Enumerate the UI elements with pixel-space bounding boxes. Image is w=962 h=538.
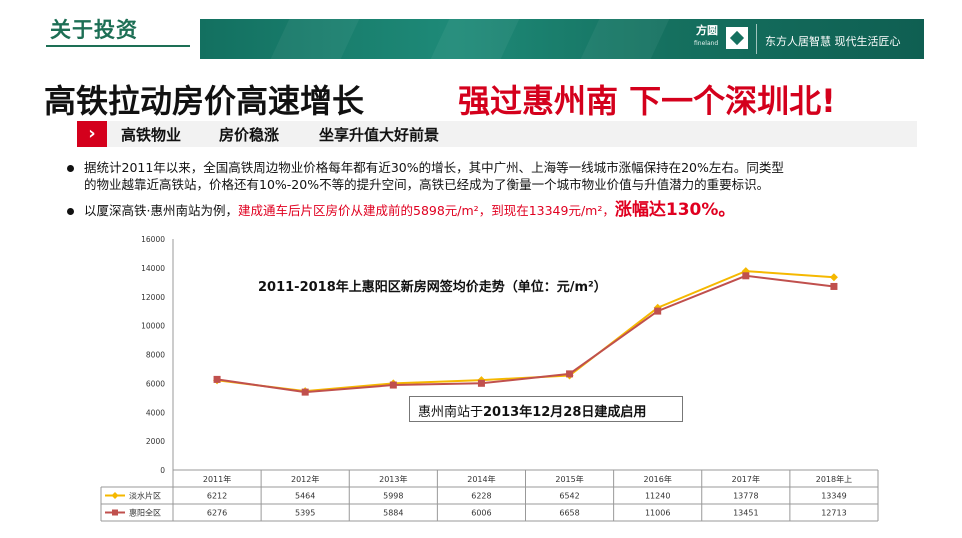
bullet-text: 以厦深高铁·惠州南站为例，建成通车后片区房价从建成前的5898元/m²，到现在1… <box>84 202 735 219</box>
chart-title: 2011-2018年上惠阳区新房网签均价走势（单位：元/m²） <box>258 280 607 295</box>
series-name: 惠阳全区 <box>129 508 161 518</box>
brand-logo-subtext: fineland <box>694 40 719 47</box>
bullet-emphasis: 涨幅达130%。 <box>614 200 736 220</box>
data-point <box>566 370 574 378</box>
legend-marker <box>111 492 119 499</box>
bullet-text-line: 据统计2011年以来，全国高铁周边物业价格每年都有近30%的增长，其中广州、上海… <box>84 160 784 175</box>
legend-marker <box>112 509 118 516</box>
data-value-cell: 5998 <box>383 492 403 501</box>
y-tick-label: 12000 <box>141 293 165 302</box>
data-value-cell: 6212 <box>207 492 227 501</box>
brand-logo-icon <box>726 27 748 49</box>
data-point <box>213 375 221 383</box>
data-value-cell: 6658 <box>559 509 579 518</box>
tag-item: 坐享升值大好前景 <box>319 126 440 144</box>
data-value-cell: 6542 <box>559 492 579 501</box>
data-point <box>830 282 838 290</box>
y-tick-label: 8000 <box>146 351 165 360</box>
brand-logo-text: 方圆 <box>696 24 718 37</box>
y-tick-label: 14000 <box>141 264 165 273</box>
data-value-cell: 6006 <box>471 509 491 518</box>
tag-item: 房价稳涨 <box>219 126 280 144</box>
annotation-date: 2013年12月28日建成启用 <box>483 405 647 420</box>
annotation-prefix: 惠州南站于 <box>418 405 484 420</box>
data-value-cell: 11240 <box>645 492 670 501</box>
x-category-label: 2013年 <box>379 474 407 484</box>
data-point <box>477 379 485 387</box>
headline-highlight: 强过惠州南 下一个深圳北! <box>458 82 836 120</box>
data-value-cell: 6276 <box>207 509 227 518</box>
data-point <box>829 273 838 282</box>
data-value-cell: 5884 <box>383 509 403 518</box>
data-value-cell: 13778 <box>733 492 758 501</box>
bullet-dot-icon <box>67 165 74 172</box>
x-category-label: 2016年 <box>644 474 672 484</box>
x-category-label: 2015年 <box>555 474 583 484</box>
data-value-cell: 5464 <box>295 492 315 501</box>
bullet-highlight: 建成通车后片区房价从建成前的5898元/m²，到现在13349元/m²， <box>237 203 615 218</box>
data-value-cell: 6228 <box>471 492 491 501</box>
series-name: 淡水片区 <box>129 491 161 501</box>
tag-item: 高铁物业 <box>121 126 182 144</box>
y-tick-label: 0 <box>160 466 165 475</box>
x-category-label: 2012年 <box>291 474 319 484</box>
headline: 高铁拉动房价高速增长 <box>44 82 365 120</box>
logo-divider <box>756 24 757 54</box>
data-value-cell: 11006 <box>645 509 670 518</box>
data-point <box>389 381 397 389</box>
data-point <box>654 307 662 315</box>
section-underline <box>46 45 190 47</box>
x-category-label: 2014年 <box>467 474 495 484</box>
chevron-right-icon: › <box>77 121 107 147</box>
brand-banner <box>200 19 924 59</box>
bullet-dot-icon <box>67 208 74 215</box>
series-line <box>216 274 835 394</box>
bullet-prefix: 以厦深高铁·惠州南站为例， <box>84 203 238 218</box>
annotation-box <box>409 396 683 422</box>
data-point <box>301 388 309 396</box>
brand-slogan: 东方人居智慧 现代生活匠心 <box>765 35 901 48</box>
section-title: 关于投资 <box>50 18 138 42</box>
data-point <box>742 272 750 280</box>
tag-bar <box>107 121 917 147</box>
y-tick-label: 6000 <box>146 379 165 388</box>
x-category-label: 2017年 <box>732 474 760 484</box>
bullet-text-line: 的物业越靠近高铁站，价格还有10%-20%不等的提升空间，高铁已经成为了衡量一个… <box>84 177 770 192</box>
data-value-cell: 5395 <box>295 509 315 518</box>
y-tick-label: 4000 <box>146 408 165 417</box>
data-value-cell: 13349 <box>821 492 846 501</box>
y-tick-label: 2000 <box>146 437 165 446</box>
x-category-label: 2018年上 <box>816 474 852 484</box>
y-tick-label: 10000 <box>141 322 165 331</box>
data-value-cell: 13451 <box>733 509 758 518</box>
data-value-cell: 12713 <box>821 509 846 518</box>
y-tick-label: 16000 <box>141 235 165 244</box>
x-category-label: 2011年 <box>203 474 231 484</box>
chart-annotation: 惠州南站于2013年12月28日建成启用 <box>418 401 646 420</box>
